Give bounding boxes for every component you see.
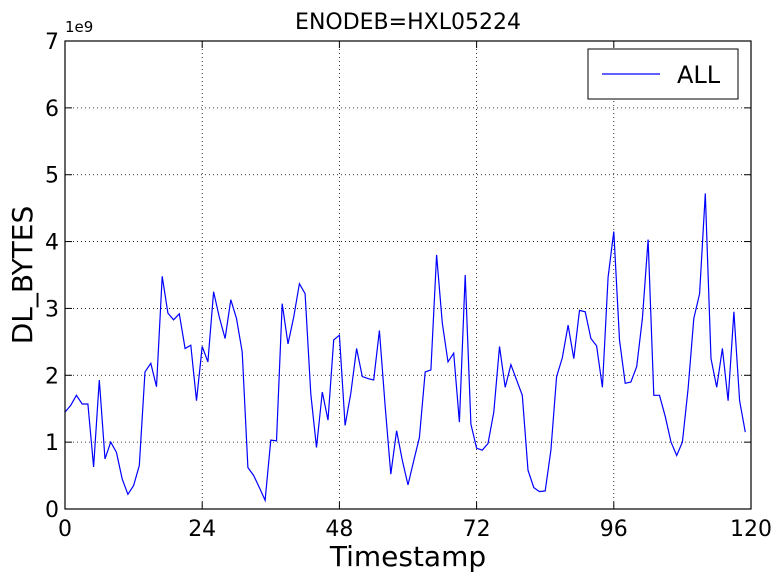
x-tick-labels: 0 24 48 72 96 120 — [58, 517, 772, 542]
y-axis-offset-label: 1e9 — [65, 18, 93, 36]
legend: ALL — [587, 48, 739, 100]
series-line-all — [64, 193, 746, 503]
plot-frame — [64, 40, 752, 510]
legend-label-all: ALL — [677, 61, 721, 89]
y-axis-title: DL_BYTES — [6, 206, 39, 345]
y-tick-label: 3 — [45, 297, 59, 322]
x-tick-label: 0 — [58, 517, 72, 542]
y-tick-label: 5 — [45, 164, 59, 189]
x-tick-label: 24 — [188, 517, 216, 542]
y-tick-label: 1 — [45, 431, 59, 456]
y-tick-labels: 0 1 2 3 4 5 6 7 — [45, 30, 59, 523]
y-tick-label: 7 — [45, 30, 59, 55]
y-tick-label: 0 — [45, 498, 59, 523]
chart-title: ENODEB=HXL05224 — [295, 10, 521, 35]
x-tick-label: 48 — [325, 517, 353, 542]
x-tick-label: 120 — [730, 517, 772, 542]
axis-ticks — [64, 40, 752, 510]
x-tick-label: 96 — [600, 517, 628, 542]
x-tick-label: 72 — [463, 517, 491, 542]
y-tick-label: 2 — [45, 364, 59, 389]
y-tick-label: 6 — [45, 97, 59, 122]
x-axis-title: Timestamp — [329, 540, 486, 573]
y-tick-label: 4 — [45, 231, 59, 256]
